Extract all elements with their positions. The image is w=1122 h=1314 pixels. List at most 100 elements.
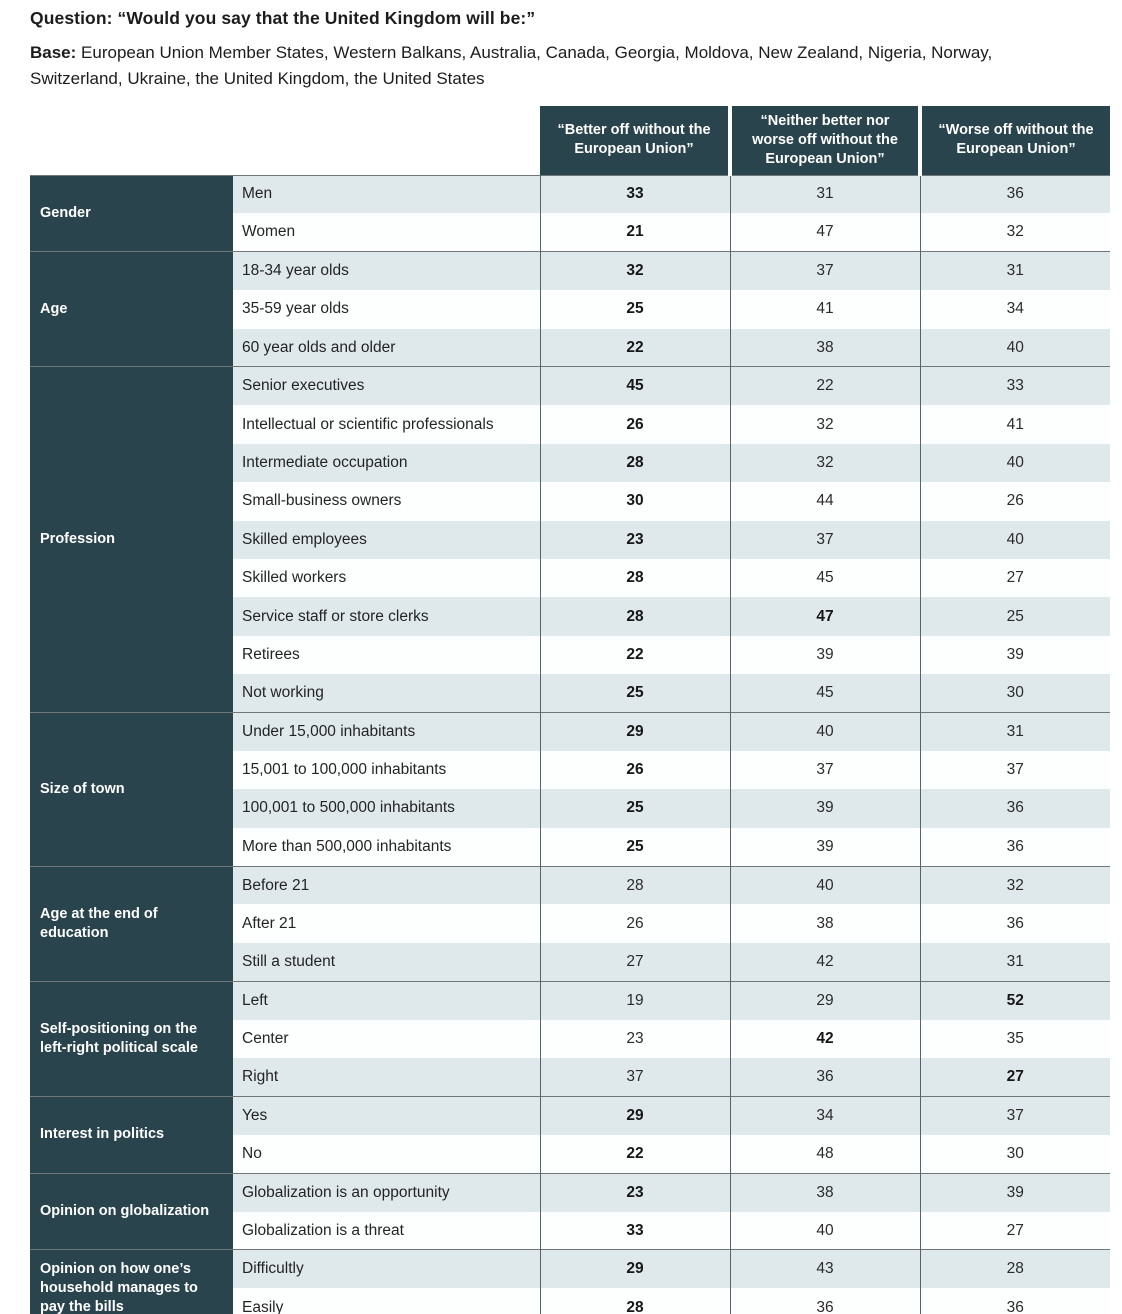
value-cell: 25 <box>539 674 730 713</box>
value-cell: 37 <box>729 520 920 559</box>
value-cell: 32 <box>919 213 1110 252</box>
value-cell: 32 <box>729 405 920 444</box>
table-row: Skilled workers 28 45 27 <box>30 558 1110 598</box>
row-label: No <box>233 1134 540 1174</box>
question-text: “Would you say that the United Kingdom w… <box>117 8 536 28</box>
value-cell: 39 <box>919 1173 1110 1212</box>
value-cell: 42 <box>729 1019 920 1059</box>
table-row: Age at the end of education Before 21 28 40… <box>30 866 1110 982</box>
value-cell: 25 <box>919 597 1110 636</box>
value-cell: 29 <box>539 712 730 751</box>
table-row: 100,001 to 500,000 inhabitants 25 39 36 <box>30 789 1110 828</box>
column-header-worse-off: “Worse off without the European Union” <box>918 106 1110 176</box>
row-label: Center <box>233 1019 540 1059</box>
value-cell: 29 <box>539 1249 730 1289</box>
table-row: Center 23 42 35 <box>30 1019 1110 1059</box>
value-cell: 31 <box>919 251 1110 291</box>
row-label: Easily <box>233 1288 540 1314</box>
value-cell: 26 <box>919 482 1110 521</box>
value-cell: 25 <box>539 827 730 867</box>
value-cell: 45 <box>539 366 730 406</box>
row-label: After 21 <box>233 904 540 943</box>
row-label: Women <box>233 213 540 252</box>
row-label: Under 15,000 inhabitants <box>233 712 540 751</box>
value-cell: 39 <box>729 827 920 867</box>
table-row: Intermediate occupation 28 32 40 <box>30 443 1110 483</box>
value-cell: 40 <box>729 866 920 905</box>
question-line: Question: “Would you say that the United… <box>30 8 1110 29</box>
value-cell: 33 <box>539 175 730 214</box>
value-cell: 41 <box>919 405 1110 444</box>
value-cell: 22 <box>539 1134 730 1174</box>
row-label: Skilled workers <box>233 558 540 598</box>
value-cell: 37 <box>729 251 920 291</box>
table-body: Gender Men 33 31 36 Women 21 47 32 Age 18-34 year … <box>30 175 1110 1314</box>
value-cell: 40 <box>919 328 1110 367</box>
value-cell: 37 <box>539 1058 730 1097</box>
value-cell: 30 <box>539 482 730 521</box>
value-cell: 22 <box>539 328 730 367</box>
value-cell: 41 <box>729 290 920 329</box>
row-label: Right <box>233 1058 540 1097</box>
value-cell: 23 <box>539 1173 730 1212</box>
row-label: Men <box>233 175 540 214</box>
value-cell: 22 <box>729 366 920 406</box>
row-label: Globalization is an opportunity <box>233 1173 540 1212</box>
value-cell: 36 <box>729 1058 920 1097</box>
base-label: Base: <box>30 43 82 62</box>
value-cell: 23 <box>539 520 730 559</box>
value-cell: 44 <box>729 482 920 521</box>
table-row: 60 year olds and older 22 38 40 <box>30 328 1110 367</box>
row-label: Retirees <box>233 635 540 675</box>
value-cell: 25 <box>539 290 730 329</box>
value-cell: 48 <box>729 1134 920 1174</box>
value-cell: 32 <box>539 251 730 291</box>
value-cell: 47 <box>729 213 920 252</box>
table-row: Service staff or store clerks 28 47 25 <box>30 597 1110 636</box>
row-label: 15,001 to 100,000 inhabitants <box>233 750 540 790</box>
value-cell: 45 <box>729 674 920 713</box>
table-row: Globalization is a threat 33 40 27 <box>30 1211 1110 1250</box>
row-label: Yes <box>233 1096 540 1135</box>
value-cell: 31 <box>919 942 1110 982</box>
table-row: Small-business owners 30 44 26 <box>30 482 1110 521</box>
value-cell: 43 <box>729 1249 920 1289</box>
value-cell: 28 <box>539 866 730 905</box>
value-cell: 36 <box>919 904 1110 943</box>
value-cell: 32 <box>729 443 920 483</box>
value-cell: 21 <box>539 213 730 252</box>
value-cell: 36 <box>919 827 1110 867</box>
value-cell: 33 <box>919 366 1110 406</box>
header-spacer <box>233 106 540 176</box>
table-row: Not working 25 45 30 <box>30 674 1110 713</box>
group-label-cell: Self-positioning on the left-right polit… <box>30 981 233 1097</box>
value-cell: 36 <box>919 175 1110 214</box>
row-label: Senior executives <box>233 366 540 406</box>
value-cell: 27 <box>919 1211 1110 1250</box>
group-label-cell: Opinion on how one’s household manages t… <box>30 1249 233 1314</box>
value-cell: 36 <box>919 1288 1110 1314</box>
value-cell: 37 <box>919 1096 1110 1135</box>
row-label: More than 500,000 inhabitants <box>233 827 540 867</box>
row-label: Intermediate occupation <box>233 443 540 483</box>
value-cell: 40 <box>729 1211 920 1250</box>
value-cell: 36 <box>729 1288 920 1314</box>
value-cell: 28 <box>539 597 730 636</box>
row-label: Small-business owners <box>233 482 540 521</box>
group-label-cell: Age at the end of education <box>30 866 233 982</box>
value-cell: 39 <box>729 789 920 828</box>
value-cell: 27 <box>919 558 1110 598</box>
data-table: “Better off without the European Union” … <box>30 106 1110 1314</box>
row-label: Left <box>233 981 540 1020</box>
question-label: Question: <box>30 8 118 28</box>
table-row: Skilled employees 23 37 40 <box>30 520 1110 559</box>
value-cell: 28 <box>539 443 730 483</box>
table-row: 35-59 year olds 25 41 34 <box>30 290 1110 329</box>
table-row: Self-positioning on the left-right polit… <box>30 981 1110 1097</box>
row-label: Not working <box>233 674 540 713</box>
table-row: Gender Men 33 31 36 <box>30 175 1110 252</box>
table-row: Easily 28 36 36 <box>30 1288 1110 1314</box>
table-row: Age 18-34 year olds 32 37 31 <box>30 251 1110 367</box>
group-label-cell: Gender <box>30 175 233 252</box>
